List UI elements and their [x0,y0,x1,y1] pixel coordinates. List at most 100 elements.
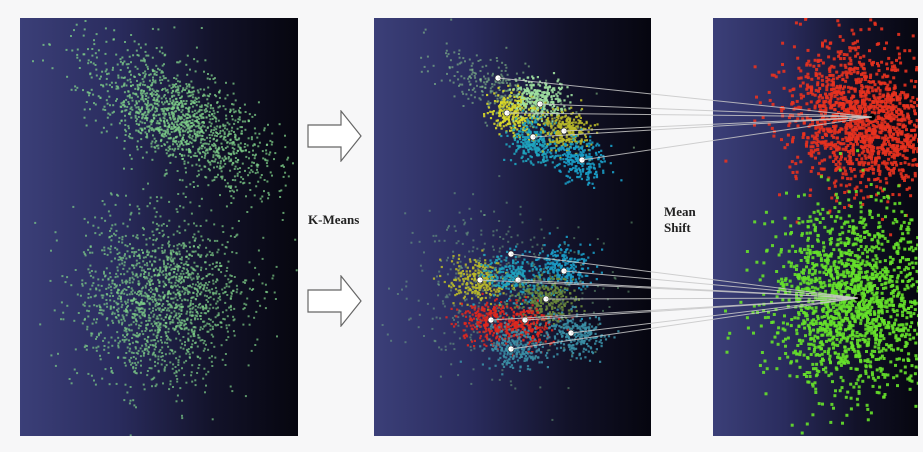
data-point [210,148,212,150]
data-point [131,299,134,302]
data-point [95,33,98,36]
data-point [95,321,98,324]
data-point [103,253,106,255]
data-point [205,142,208,145]
data-point [121,63,124,66]
data-point [207,167,210,170]
data-point [194,283,197,286]
data-point [181,90,183,93]
data-point [174,327,177,330]
data-point [123,60,126,63]
data-point [263,297,266,300]
data-point [132,92,135,95]
data-point [174,101,177,104]
data-point [143,59,146,61]
data-point [163,135,166,138]
data-point [172,112,175,115]
data-point [141,92,144,95]
data-point [172,127,175,130]
data-point [143,60,146,63]
data-point [130,211,133,214]
data-point [190,315,193,317]
data-point [144,330,147,332]
cluster-point [540,144,543,147]
data-point [149,317,152,320]
cluster-point [528,97,532,101]
data-point [121,321,124,324]
data-point [223,252,226,255]
data-point [95,305,98,308]
cluster-point [581,168,584,171]
cluster-point [498,111,502,114]
data-point [196,277,199,279]
data-point [157,67,159,70]
data-point [133,313,136,316]
cluster-point [513,136,516,139]
data-point [215,265,218,267]
data-point [244,169,246,172]
data-point [118,122,121,125]
data-point [133,297,135,300]
data-point [243,181,246,184]
data-point [200,104,203,107]
cluster-point [498,106,501,109]
cluster-point [587,173,590,176]
data-point [176,105,179,108]
data-point [189,116,191,119]
data-point [213,142,215,145]
data-point [138,257,141,260]
cluster-point [533,106,536,109]
cluster-point [572,124,575,127]
data-point [95,336,98,338]
data-point [167,146,170,149]
data-point [129,347,132,350]
data-point [240,149,243,152]
data-point [145,108,148,110]
data-point [205,110,208,113]
cluster-point [549,147,552,150]
data-point [255,164,258,167]
data-point [191,135,194,138]
data-point [61,275,64,278]
data-point [409,317,412,320]
cluster-point [525,84,528,87]
data-point [457,78,460,81]
data-point [106,253,109,256]
data-point [158,350,161,353]
data-point [205,255,208,258]
cluster-point [520,117,524,121]
data-point [152,377,155,380]
data-point [144,111,147,114]
data-point [475,54,478,57]
data-point [100,309,103,312]
data-point [125,330,128,333]
data-point [178,131,181,134]
cluster-point [599,154,603,157]
data-point [158,122,161,125]
data-point [174,268,177,271]
data-point [186,92,189,95]
data-point [182,336,185,338]
data-point [474,281,477,284]
data-point [205,343,207,346]
data-point [155,196,158,199]
data-point [199,293,202,296]
cluster-point [602,171,605,174]
data-point [166,141,169,144]
data-point [233,334,236,337]
data-point [139,302,142,305]
data-point [215,95,218,98]
cluster-point [588,149,591,152]
data-point [146,374,149,377]
data-point [177,120,180,123]
data-point [149,343,152,346]
data-point [256,165,259,168]
data-point [247,315,250,318]
cluster-point [569,156,572,159]
data-point [197,91,200,94]
cluster-point [517,105,520,108]
data-point [230,295,233,298]
cluster-point [574,121,577,124]
data-point [438,346,441,349]
data-point [132,352,135,354]
